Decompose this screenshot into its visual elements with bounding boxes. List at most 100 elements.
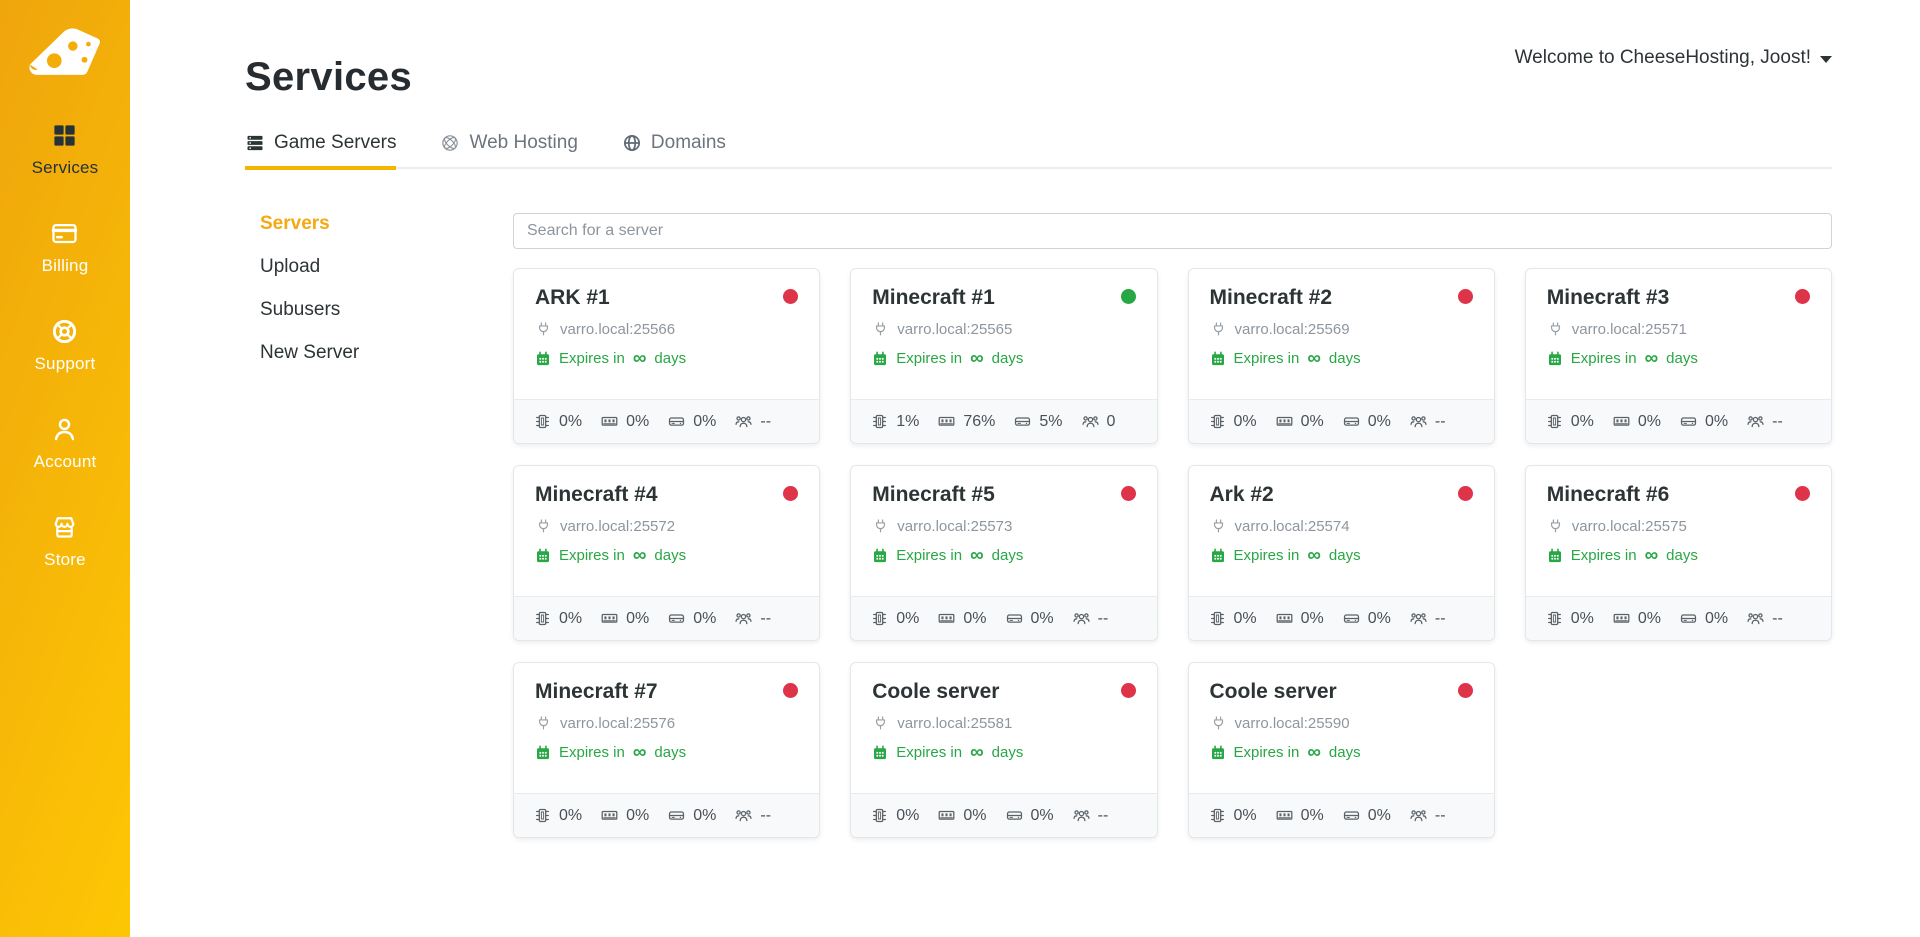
server-stats: 1% 76% 5% (851, 399, 1156, 443)
infinity-icon: ∞ (1307, 352, 1321, 365)
infinity-icon: ∞ (970, 746, 984, 759)
server-card[interactable]: Minecraft #3 varro.local:25571 (1525, 268, 1832, 444)
microchip-icon (533, 609, 552, 628)
users-icon (1409, 609, 1428, 628)
server-expiry: Expires in ∞ days (872, 547, 1135, 564)
server-card[interactable]: Minecraft #4 varro.local:25572 (513, 465, 820, 641)
memory-value: 0% (1638, 413, 1661, 431)
server-card[interactable]: Ark #2 varro.local:25574 (1188, 465, 1495, 641)
account-dropdown[interactable]: Welcome to CheeseHosting, Joost! (1515, 47, 1832, 69)
expiry-prefix: Expires in (896, 350, 962, 367)
subnav-item-upload[interactable]: Upload (260, 256, 513, 278)
ram-icon (600, 806, 619, 825)
server-host: varro.local:25576 (560, 715, 675, 732)
cpu-stat: 0% (1545, 609, 1594, 628)
sidebar-item-store[interactable]: Store (44, 514, 86, 570)
server-host-row: varro.local:25571 (1547, 321, 1810, 338)
disk-value: 0% (1368, 610, 1391, 628)
memory-stat: 0% (1275, 412, 1324, 431)
server-name: Minecraft #2 (1210, 286, 1473, 310)
sidebar-item-services[interactable]: Services (32, 122, 99, 178)
cpu-stat: 0% (870, 806, 919, 825)
users-icon (734, 609, 753, 628)
expiry-prefix: Expires in (896, 744, 962, 761)
server-card[interactable]: ARK #1 varro.local:25566 (513, 268, 820, 444)
infinity-icon: ∞ (633, 746, 647, 759)
server-card[interactable]: Coole server varro.local:25581 (850, 662, 1157, 838)
calendar-icon (872, 745, 888, 761)
sidebar-item-support[interactable]: Support (35, 318, 96, 374)
cpu-value: 0% (1571, 413, 1594, 431)
cpu-value: 0% (1234, 413, 1257, 431)
server-stats: 0% 0% 0% (1526, 399, 1831, 443)
players-stat: -- (734, 806, 771, 825)
cpu-value: 0% (559, 807, 582, 825)
server-card[interactable]: Minecraft #5 varro.local:25573 (850, 465, 1157, 641)
disk-value: 0% (693, 413, 716, 431)
players-stat: -- (1746, 412, 1783, 431)
memory-value: 0% (1301, 413, 1324, 431)
server-card[interactable]: Minecraft #7 varro.local:25576 (513, 662, 820, 838)
calendar-icon (1210, 745, 1226, 761)
players-stat: -- (1409, 806, 1446, 825)
plug-icon (872, 715, 889, 732)
server-card[interactable]: Minecraft #2 varro.local:25569 (1188, 268, 1495, 444)
tab-game-servers[interactable]: Game Servers (245, 132, 396, 167)
microchip-icon (870, 412, 889, 431)
microchip-icon (1545, 412, 1564, 431)
services-content: Servers Upload Subusers New Server ARK #… (245, 213, 1832, 838)
memory-stat: 0% (1612, 609, 1661, 628)
expiry-suffix: days (654, 547, 686, 564)
disk-stat: 0% (1005, 806, 1054, 825)
microchip-icon (1208, 609, 1227, 628)
storefront-icon (51, 514, 78, 541)
expiry-prefix: Expires in (559, 350, 625, 367)
microchip-icon (533, 412, 552, 431)
disk-value: 0% (1031, 610, 1054, 628)
disk-value: 0% (693, 610, 716, 628)
players-value: -- (1098, 610, 1109, 628)
tab-label: Web Hosting (469, 132, 577, 154)
subnav-item-subusers[interactable]: Subusers (260, 299, 513, 321)
cpu-stat: 1% (870, 412, 919, 431)
server-host: varro.local:25569 (1235, 321, 1350, 338)
status-dot (1458, 486, 1473, 501)
memory-stat: 76% (937, 412, 995, 431)
server-card[interactable]: Minecraft #6 varro.local:25575 (1525, 465, 1832, 641)
memory-value: 0% (626, 413, 649, 431)
cpu-value: 0% (559, 610, 582, 628)
tab-domains[interactable]: Domains (622, 132, 726, 167)
server-name: Ark #2 (1210, 483, 1473, 507)
server-host: varro.local:25574 (1235, 518, 1350, 535)
players-stat: 0 (1081, 412, 1116, 431)
server-stats: 0% 0% 0% (514, 596, 819, 640)
subnav-item-servers[interactable]: Servers (260, 213, 513, 235)
calendar-icon (535, 548, 551, 564)
expiry-suffix: days (992, 350, 1024, 367)
expiry-suffix: days (1666, 350, 1698, 367)
expiry-prefix: Expires in (559, 547, 625, 564)
server-host-row: varro.local:25590 (1210, 715, 1473, 732)
memory-stat: 0% (1275, 609, 1324, 628)
hard-drive-icon (1005, 609, 1024, 628)
search-input[interactable] (513, 213, 1832, 249)
cpu-value: 0% (1571, 610, 1594, 628)
sidebar-item-label: Store (44, 550, 86, 570)
server-host-row: varro.local:25565 (872, 321, 1135, 338)
sidebar-item-billing[interactable]: Billing (42, 220, 89, 276)
tab-web-hosting[interactable]: Web Hosting (440, 132, 577, 167)
server-card[interactable]: Coole server varro.local:25590 (1188, 662, 1495, 838)
players-stat: -- (734, 412, 771, 431)
server-host-row: varro.local:25572 (535, 518, 798, 535)
sidebar-item-account[interactable]: Account (34, 416, 97, 472)
disk-stat: 0% (1679, 609, 1728, 628)
server-card[interactable]: Minecraft #1 varro.local:25565 (850, 268, 1157, 444)
cheese-logo-icon[interactable] (26, 20, 104, 80)
plug-icon (1210, 715, 1227, 732)
users-icon (1081, 412, 1100, 431)
subnav-item-new-server[interactable]: New Server (260, 342, 513, 364)
hard-drive-icon (667, 609, 686, 628)
hard-drive-icon (1013, 412, 1032, 431)
server-card-body: Coole server varro.local:25581 (851, 663, 1156, 793)
disk-stat: 0% (1342, 806, 1391, 825)
